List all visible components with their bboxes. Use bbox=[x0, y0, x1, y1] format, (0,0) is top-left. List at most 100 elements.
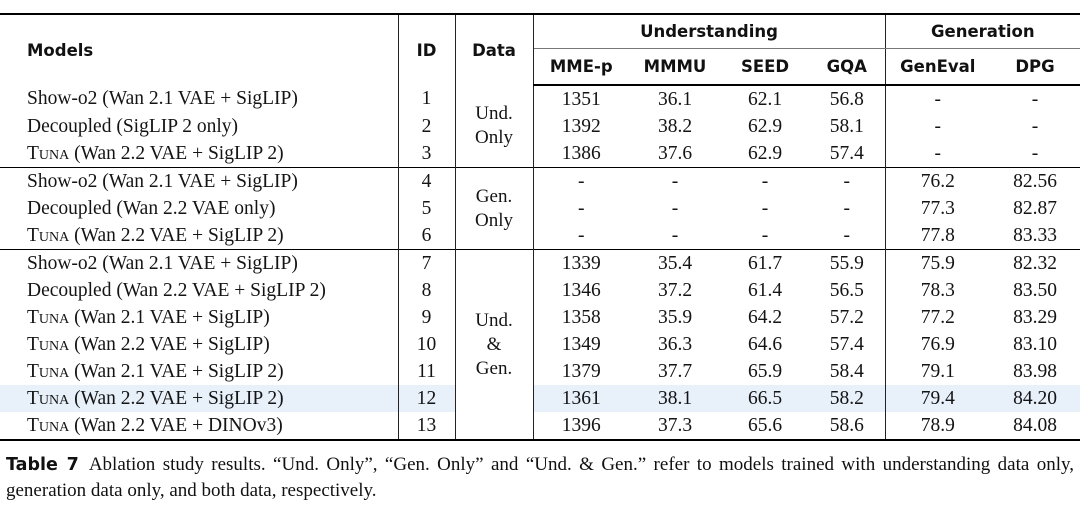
geneval-value: 79.1 bbox=[920, 360, 955, 382]
dpg-value: 84.08 bbox=[1013, 414, 1057, 436]
geneval-value: 77.8 bbox=[920, 224, 955, 246]
model-id: 10 bbox=[398, 331, 456, 358]
geneval-value: - bbox=[934, 142, 942, 164]
model-name-rest: (Wan 2.1 VAE + SigLIP) bbox=[69, 306, 270, 328]
model-name-rest: (Wan 2.2 VAE + SigLIP) bbox=[69, 333, 270, 355]
mme-p-value: 1396 bbox=[561, 414, 601, 436]
model-name: Decoupled (SigLIP 2 only) bbox=[0, 113, 399, 140]
mmmu-value: 38.2 bbox=[657, 115, 693, 137]
header-row-metrics: MME-p MMMU SEED GQA GenEval DPG bbox=[0, 48, 1080, 86]
geneval-value: 78.9 bbox=[920, 414, 955, 436]
geneval-value: 79.4 bbox=[885, 385, 991, 412]
model-id: 9 bbox=[398, 304, 456, 331]
block-und-and-gen: Show-o2 (Wan 2.1 VAE + SigLIP) 7 Und. & … bbox=[0, 249, 1080, 440]
geneval-value: 77.3 bbox=[920, 197, 955, 219]
model-name-rest: Decoupled (SigLIP 2 only) bbox=[27, 115, 239, 137]
model-name-rest: (Wan 2.2 VAE + SigLIP 2) bbox=[69, 224, 284, 246]
mme-p-value: 1379 bbox=[561, 360, 601, 382]
model-name-smallcaps: Tuna bbox=[27, 224, 70, 246]
col-header-models: Models bbox=[0, 14, 399, 85]
model-id: 7 bbox=[398, 249, 456, 277]
col-header-mme-p: MME-p bbox=[533, 48, 629, 86]
model-name: Decoupled (Wan 2.2 VAE + SigLIP 2) bbox=[0, 277, 399, 304]
seed-value: 64.6 bbox=[747, 333, 783, 355]
dpg-value: - bbox=[1031, 88, 1039, 110]
model-name-rest: Show-o2 (Wan 2.1 VAE + SigLIP) bbox=[27, 88, 298, 109]
table-row: Decoupled (Wan 2.2 VAE only) 5 - - - - 7… bbox=[0, 195, 1080, 222]
mmmu-value: 36.3 bbox=[657, 333, 693, 355]
seed-value: 64.2 bbox=[747, 306, 783, 328]
mme-p-value: - bbox=[578, 224, 585, 246]
table-row: Decoupled (SigLIP 2 only) 2 1392 38.2 62… bbox=[0, 113, 1080, 140]
dpg-value: 82.87 bbox=[1013, 197, 1057, 219]
col-header-id: ID bbox=[398, 14, 456, 85]
model-name: Tuna (Wan 2.2 VAE + SigLIP 2) bbox=[0, 222, 399, 250]
dpg-value: 83.50 bbox=[1013, 279, 1057, 301]
col-header-gqa: GQA bbox=[809, 48, 886, 86]
seed-value: 62.1 bbox=[747, 88, 783, 110]
model-name: Tuna (Wan 2.2 VAE + SigLIP) bbox=[0, 331, 399, 358]
seed-value: 65.9 bbox=[747, 360, 783, 382]
model-id: 2 bbox=[398, 113, 456, 140]
table-row: Tuna (Wan 2.2 VAE + DINOv3) 13 1396 37.3… bbox=[0, 412, 1080, 440]
model-id: 12 bbox=[398, 385, 456, 412]
model-id: 4 bbox=[398, 167, 456, 195]
seed-value: 66.5 bbox=[721, 385, 809, 412]
table-row: Show-o2 (Wan 2.1 VAE + SigLIP) 1 Und. On… bbox=[0, 85, 1080, 168]
dpg-value: - bbox=[1031, 142, 1039, 164]
seed-value: 62.9 bbox=[747, 115, 783, 137]
mmmu-value: - bbox=[671, 224, 679, 246]
geneval-value: 77.2 bbox=[920, 306, 955, 328]
model-name-smallcaps: Tuna bbox=[27, 414, 70, 436]
gqa-value: 57.4 bbox=[809, 331, 886, 358]
gqa-value: - bbox=[809, 195, 886, 222]
col-group-generation: Generation bbox=[885, 14, 1080, 49]
mmmu-value: - bbox=[671, 197, 679, 219]
col-group-understanding: Understanding bbox=[533, 14, 886, 49]
mmmu-value: 35.4 bbox=[657, 252, 693, 274]
mme-p-value: 1358 bbox=[561, 306, 601, 328]
seed-value: - bbox=[761, 197, 769, 219]
table-caption: Table 7 Ablation study results. “Und. Onl… bbox=[0, 441, 1080, 504]
caption-text: Ablation study results. “Und. Only”, “Ge… bbox=[6, 454, 1074, 501]
model-name-rest: (Wan 2.2 VAE + SigLIP 2) bbox=[69, 387, 284, 409]
mmmu-value: 36.1 bbox=[657, 88, 693, 110]
block-gen-only: Show-o2 (Wan 2.1 VAE + SigLIP) 4 Gen. On… bbox=[0, 167, 1080, 250]
gqa-value: 58.4 bbox=[809, 358, 886, 385]
model-name: Tuna (Wan 2.1 VAE + SigLIP 2) bbox=[0, 358, 399, 385]
table-row: Decoupled (Wan 2.2 VAE + SigLIP 2) 8 134… bbox=[0, 277, 1080, 304]
dpg-value: 82.32 bbox=[1013, 252, 1057, 274]
data-group-label-und-and-gen: Und. & Gen. bbox=[455, 249, 534, 440]
geneval-value: 76.2 bbox=[920, 170, 955, 192]
gqa-value: 56.8 bbox=[809, 85, 886, 113]
geneval-value: 75.9 bbox=[920, 252, 955, 274]
seed-value: - bbox=[761, 224, 769, 246]
seed-value: 61.7 bbox=[747, 252, 783, 274]
geneval-value: 78.3 bbox=[920, 279, 955, 301]
model-name-smallcaps: Tuna bbox=[27, 142, 70, 164]
mmmu-value: - bbox=[671, 170, 679, 192]
ablation-table: Models ID Data Understanding Generation … bbox=[0, 13, 1080, 441]
mme-p-value: - bbox=[578, 170, 585, 192]
gqa-value: 57.2 bbox=[809, 304, 886, 331]
table-row: Tuna (Wan 2.2 VAE + SigLIP) 10 1349 36.3… bbox=[0, 331, 1080, 358]
data-group-label-und-only: Und. Only bbox=[455, 85, 534, 168]
gqa-value: 58.2 bbox=[809, 385, 886, 412]
model-name: Decoupled (Wan 2.2 VAE only) bbox=[0, 195, 399, 222]
model-name: Tuna (Wan 2.2 VAE + SigLIP 2) bbox=[0, 385, 399, 412]
model-id: 13 bbox=[398, 412, 456, 440]
header-row-groups: Models ID Data Understanding Generation bbox=[0, 14, 1080, 85]
mmmu-value: 37.7 bbox=[657, 360, 693, 382]
mme-p-value: 1386 bbox=[561, 142, 601, 164]
model-name-rest: Decoupled (Wan 2.2 VAE + SigLIP 2) bbox=[27, 279, 326, 301]
mme-p-value: 1361 bbox=[533, 385, 629, 412]
model-name: Tuna (Wan 2.1 VAE + SigLIP) bbox=[0, 304, 399, 331]
model-name: Show-o2 (Wan 2.1 VAE + SigLIP) bbox=[0, 167, 399, 195]
table-header: Models ID Data Understanding Generation … bbox=[0, 14, 1080, 86]
model-id: 5 bbox=[398, 195, 456, 222]
dpg-value: 83.29 bbox=[1013, 306, 1057, 328]
gqa-value: - bbox=[809, 222, 886, 250]
table-row: Tuna (Wan 2.1 VAE + SigLIP) 9 1358 35.9 … bbox=[0, 304, 1080, 331]
data-group-label-gen-only: Gen. Only bbox=[455, 167, 534, 250]
